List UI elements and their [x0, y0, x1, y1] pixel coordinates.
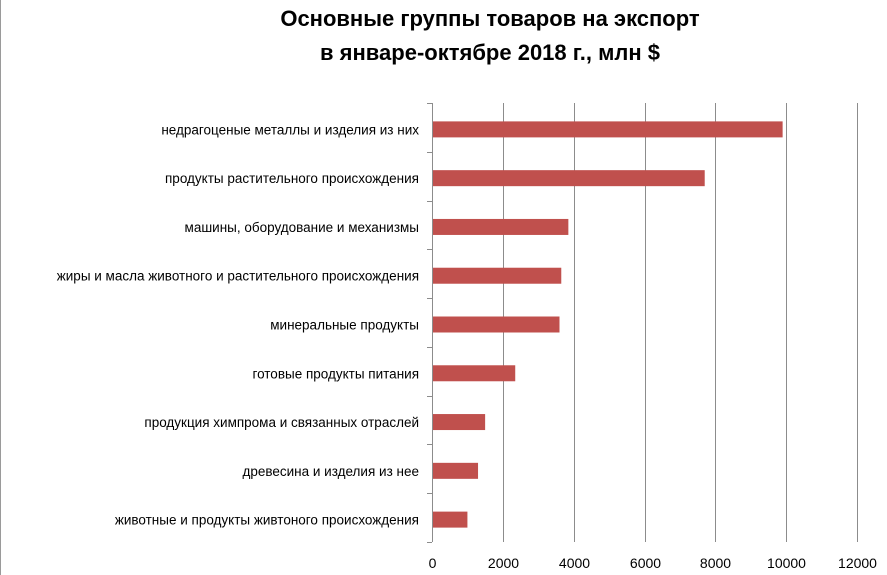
- category-label-8: животные и продукты живтоного происхожде…: [115, 513, 419, 528]
- x-tick-label: 12000: [838, 555, 877, 571]
- bar-0: [433, 121, 783, 138]
- category-label-1: продукты растительного происхождения: [165, 171, 419, 186]
- category-labels: недрагоценые металлы и изделия из них про…: [57, 122, 420, 527]
- category-label-0: недрагоценые металлы и изделия из них: [161, 122, 419, 137]
- x-tick-label: 10000: [767, 555, 806, 571]
- category-label-7: древесина и изделия из нее: [242, 464, 419, 479]
- bar-7: [433, 462, 479, 479]
- bars: [433, 121, 783, 528]
- bar-2: [433, 218, 569, 235]
- bar-3: [433, 267, 562, 284]
- x-axis-ticks: 0 2000 4000 6000 8000 10000 12000: [429, 555, 878, 571]
- chart-title-line-2: в январе-октябре 2018 г., млн $: [320, 40, 660, 65]
- x-tick-label: 4000: [559, 555, 590, 571]
- x-tick-label: 6000: [630, 555, 661, 571]
- category-label-2: машины, оборудование и механизмы: [185, 220, 419, 235]
- category-label-6: продукция химпрома и связанных отраслей: [144, 415, 419, 430]
- x-tick-label: 8000: [700, 555, 731, 571]
- x-tick-label: 0: [429, 555, 437, 571]
- category-label-4: минеральные продукты: [270, 318, 419, 333]
- chart-title-line-1: Основные группы товаров на экспорт: [280, 6, 700, 31]
- bar-6: [433, 414, 486, 431]
- bar-4: [433, 316, 560, 333]
- x-tick-label: 2000: [488, 555, 519, 571]
- left-border: [0, 0, 1, 575]
- category-label-3: жиры и масла животного и растительного п…: [57, 269, 419, 284]
- bar-5: [433, 365, 516, 382]
- category-label-5: готовые продукты питания: [252, 366, 419, 381]
- bar-8: [433, 511, 468, 528]
- chart-title: Основные группы товаров на экспорт в янв…: [200, 2, 780, 70]
- bar-1: [433, 170, 705, 187]
